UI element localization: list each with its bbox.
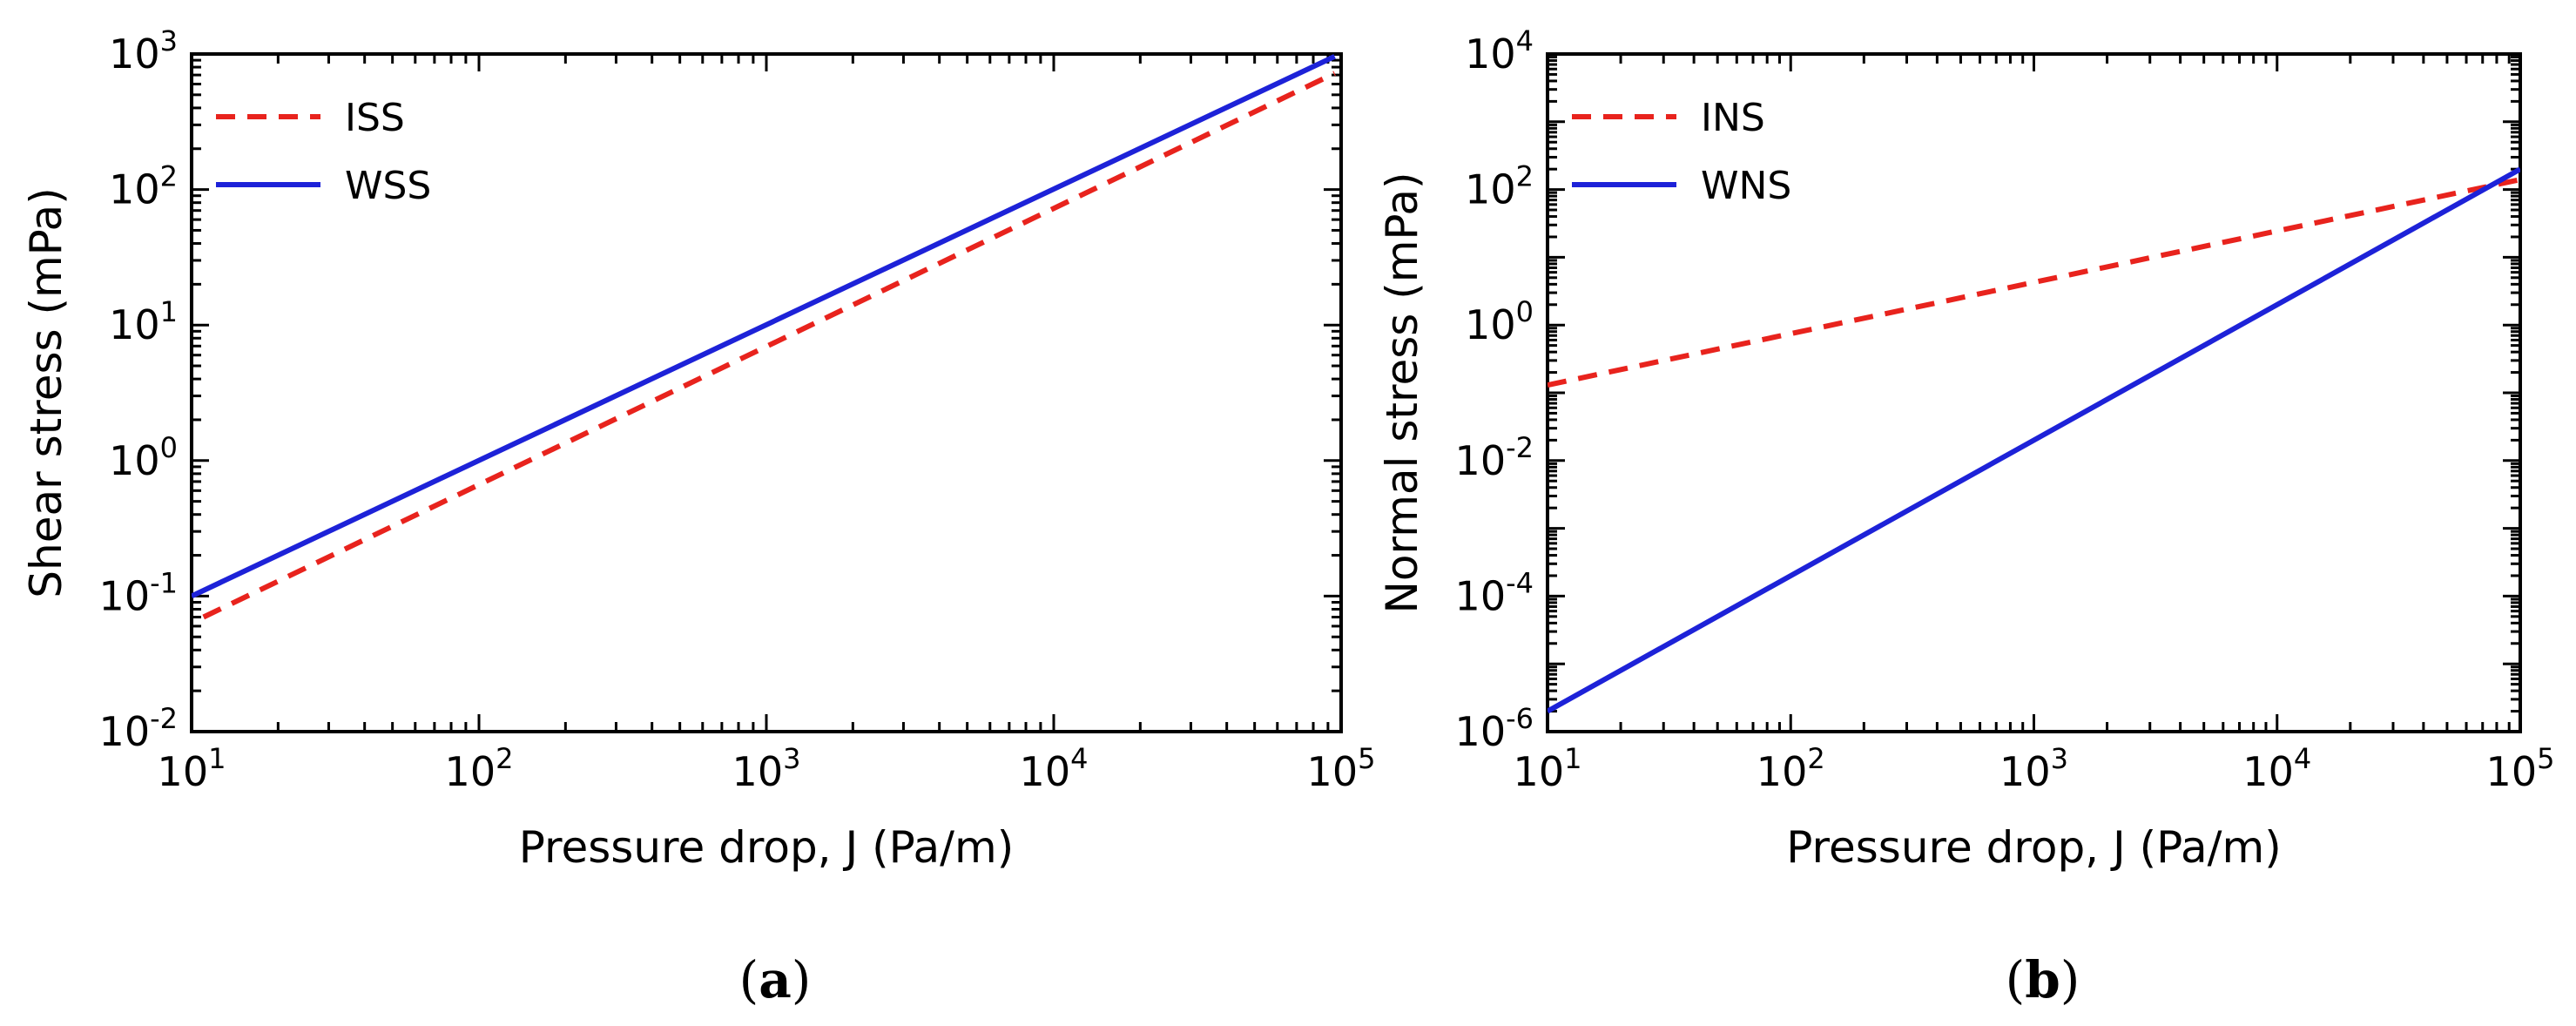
legend: INS WNS	[1572, 96, 1791, 208]
x-tick-label: 105	[1307, 742, 1376, 795]
legend-label: WNS	[1701, 164, 1791, 208]
legend: ISS WSS	[216, 96, 431, 208]
y-tick-label: 10-2	[1455, 431, 1534, 484]
panel-caption: (b)	[2006, 950, 2080, 1009]
x-tick-label: 102	[1757, 742, 1825, 795]
x-tick-label: 105	[2486, 742, 2555, 795]
y-axis-label: Normal stress (mPa)	[1377, 172, 1427, 614]
x-ticks	[1546, 54, 2511, 732]
series-line-wns	[1548, 166, 2520, 714]
panel-a: 101 102 103 104 105 10-2 10-1 100 101 102 103 Press…	[21, 24, 1375, 1009]
x-axis-label: Pressure drop, J (Pa/m)	[519, 822, 1014, 873]
y-ticks	[1548, 56, 2520, 733]
y-tick-label: 10-1	[99, 566, 178, 619]
y-tick-label: 101	[109, 295, 178, 348]
x-axis-label: Pressure drop, J (Pa/m)	[1786, 822, 2281, 873]
legend-label: WSS	[345, 164, 431, 208]
y-tick-label: 10-6	[1455, 702, 1534, 755]
x-tick-label: 102	[445, 742, 514, 795]
x-tick-label: 103	[1999, 742, 2068, 795]
series-line-ins	[1548, 177, 2520, 388]
y-tick-label: 103	[109, 24, 178, 78]
series-line-iss	[202, 71, 1336, 620]
x-tick-label: 103	[732, 742, 801, 795]
panel-caption: (a)	[739, 950, 812, 1009]
y-tick-label: 100	[109, 431, 178, 484]
y-ticks	[192, 58, 1341, 733]
panel-b: 101 102 103 104 105 10-6 10-4 10-2 100 102 104 Pres…	[1377, 24, 2554, 1009]
y-tick-label: 102	[109, 160, 178, 213]
x-tick-label: 104	[2242, 742, 2311, 795]
x-tick-label: 104	[1020, 742, 1089, 795]
x-tick-label: 101	[1514, 742, 1582, 795]
y-tick-label: 10-2	[99, 702, 178, 755]
y-axis-label: Shear stress (mPa)	[21, 187, 71, 597]
y-tick-label: 102	[1465, 160, 1534, 213]
y-tick-label: 10-4	[1455, 566, 1534, 619]
x-ticks	[190, 54, 1330, 732]
legend-label: ISS	[345, 96, 405, 140]
x-tick-label: 101	[158, 742, 226, 795]
y-tick-label: 104	[1465, 24, 1534, 78]
series-line-wss	[192, 54, 1336, 599]
legend-label: INS	[1701, 96, 1765, 140]
y-tick-label: 100	[1465, 295, 1534, 348]
